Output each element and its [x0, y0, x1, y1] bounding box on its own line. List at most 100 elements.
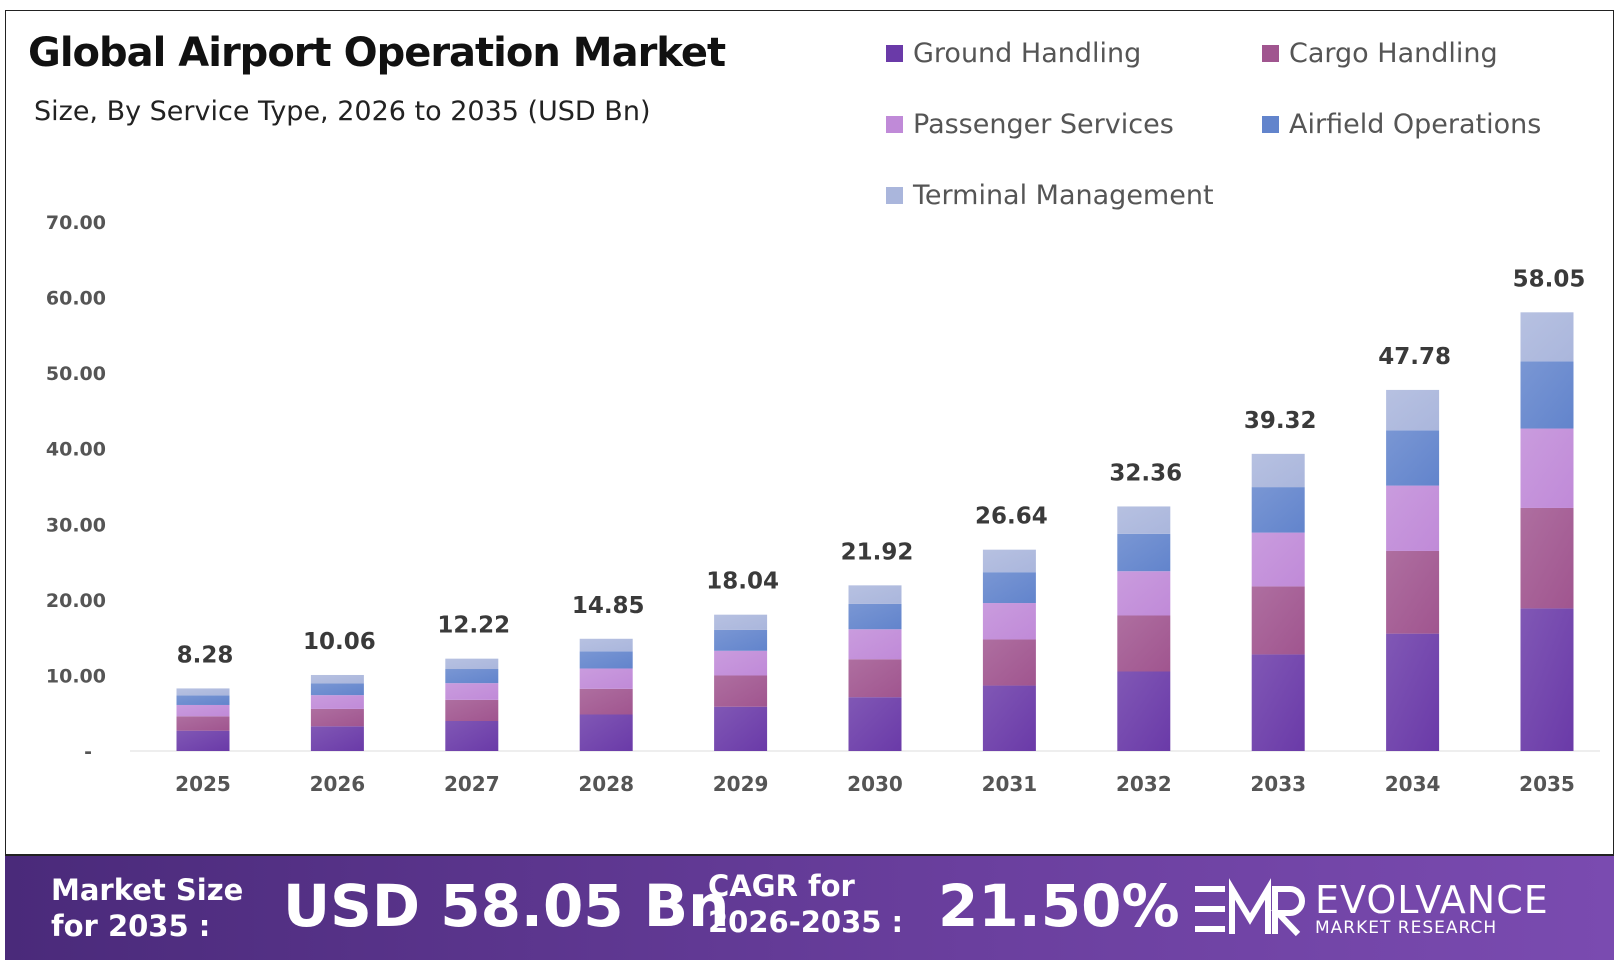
bar-segment-terminal-management [579, 638, 633, 652]
bar-segment-ground-handling [1386, 633, 1440, 751]
bar-segment-ground-handling [176, 730, 230, 751]
bar-total-label: 14.85 [572, 593, 645, 619]
bar-segment-airfield-operations [714, 629, 768, 651]
bar-segment-passenger-services [445, 683, 499, 700]
cagr-label-line1: CAGR for [708, 869, 855, 903]
y-tick-label: 60.00 [46, 288, 106, 310]
bar-segment-cargo-handling [176, 716, 230, 731]
x-tick-label: 2029 [713, 772, 769, 796]
bar-segment-airfield-operations [1386, 430, 1440, 486]
bar-total-label: 21.92 [841, 539, 914, 565]
x-tick-label: 2028 [578, 772, 634, 796]
bar-segment-terminal-management [1117, 506, 1171, 534]
bar-segment-ground-handling [445, 720, 499, 751]
legend-swatch [1262, 116, 1279, 133]
emr-logo-icon [1195, 878, 1305, 937]
summary-banner: Market Size for 2035 : USD 58.05 Bn CAGR … [5, 854, 1614, 960]
x-tick-label: 2033 [1250, 772, 1306, 796]
bar-segment-terminal-management [982, 549, 1036, 573]
bar-total-label: 10.06 [303, 629, 376, 655]
legend-item-passenger-services: Passenger Services [886, 109, 1174, 140]
bar-segment-passenger-services [579, 668, 633, 689]
bar-segment-airfield-operations [1251, 487, 1305, 533]
bar-total-label: 12.22 [437, 613, 510, 639]
bar-segment-terminal-management [1520, 312, 1574, 362]
x-tick-label: 2030 [847, 772, 903, 796]
bar-segment-airfield-operations [445, 669, 499, 684]
legend-swatch [886, 45, 903, 62]
bar-segment-airfield-operations [176, 695, 230, 705]
bar-segment-airfield-operations [310, 683, 364, 696]
bar-total-label: 39.32 [1244, 408, 1317, 434]
bar-segment-cargo-handling [1386, 550, 1440, 634]
bar-segment-cargo-handling [1251, 586, 1305, 655]
cagr-label-line2: 2026-2035 : [708, 905, 904, 939]
y-tick-label: - [84, 741, 92, 763]
bar-segment-ground-handling [982, 685, 1036, 751]
bar-segment-airfield-operations [848, 603, 902, 630]
legend-label: Airfield Operations [1289, 109, 1542, 140]
bar-segment-cargo-handling [1117, 615, 1171, 672]
bar-segment-airfield-operations [982, 572, 1036, 604]
logo-name: EVOLVANCE [1315, 878, 1549, 922]
cagr-label: CAGR for 2026-2035 : [708, 868, 903, 940]
bar-segment-cargo-handling [310, 708, 364, 727]
x-tick-label: 2032 [1116, 772, 1172, 796]
y-tick-label: 20.00 [46, 590, 106, 612]
legend-label: Terminal Management [913, 180, 1214, 211]
bar-segment-cargo-handling [714, 675, 768, 707]
bar-total-label: 32.36 [1109, 460, 1182, 486]
x-tick-label: 2035 [1519, 772, 1575, 796]
bar-segment-ground-handling [714, 706, 768, 751]
bar-segment-passenger-services [982, 603, 1036, 640]
bar-segment-terminal-management [848, 585, 902, 604]
bar-segment-terminal-management [1251, 453, 1305, 488]
legend-swatch [886, 116, 903, 133]
bar-segment-ground-handling [1251, 654, 1305, 751]
stacked-bar-chart: - 10.00 20.00 30.00 40.00 50.00 60.00 70.00 8.28… [46, 212, 1600, 796]
x-tick-label: 2027 [444, 772, 500, 796]
y-tick-label: 30.00 [46, 514, 106, 536]
y-tick-label: 70.00 [46, 212, 106, 234]
bar-segment-ground-handling [579, 714, 633, 751]
x-tick-label: 2034 [1385, 772, 1441, 796]
legend-item-airfield-operations: Airfield Operations [1262, 109, 1541, 140]
cagr-value: 21.50% [938, 872, 1180, 940]
market-size-label-line2: for 2035 : [51, 909, 211, 943]
logo-subtitle: MARKET RESEARCH [1315, 918, 1498, 938]
bar-segment-cargo-handling [848, 659, 902, 698]
bar-total-label: 47.78 [1378, 344, 1451, 370]
legend-item-ground-handling: Ground Handling [886, 38, 1141, 69]
bar-segment-terminal-management [1386, 389, 1440, 431]
legend-swatch [886, 187, 903, 204]
legend-item-cargo-handling: Cargo Handling [1262, 38, 1498, 69]
bar-segment-passenger-services [1386, 485, 1440, 551]
bar-segment-terminal-management [445, 658, 499, 670]
legend-label: Cargo Handling [1289, 38, 1498, 69]
bar-segment-passenger-services [176, 704, 230, 717]
legend-swatch [1262, 45, 1279, 62]
bar-total-label: 18.04 [706, 569, 779, 595]
bar-segment-passenger-services [1117, 571, 1171, 616]
bar-segment-passenger-services [310, 695, 364, 709]
market-size-label-line1: Market Size [51, 873, 244, 907]
bar-segment-ground-handling [848, 697, 902, 751]
bar-total-label: 26.64 [975, 504, 1048, 530]
bar-total-label: 58.05 [1513, 266, 1586, 292]
bar-segment-cargo-handling [445, 699, 499, 721]
legend-label: Passenger Services [913, 109, 1174, 140]
bar-segment-terminal-management [176, 688, 230, 696]
bar-segment-ground-handling [1520, 608, 1574, 751]
bar-segment-airfield-operations [1117, 533, 1171, 572]
market-size-value: USD 58.05 Bn [283, 872, 730, 940]
market-size-label: Market Size for 2035 : [51, 872, 243, 944]
bar-segment-passenger-services [714, 650, 768, 676]
bar-segment-cargo-handling [1520, 507, 1574, 609]
bar-total-label: 8.28 [177, 642, 234, 668]
bar-segment-ground-handling [310, 726, 364, 751]
y-tick-label: 50.00 [46, 363, 106, 385]
legend-label: Ground Handling [913, 38, 1142, 69]
bar-segment-passenger-services [848, 629, 902, 660]
bar-segment-ground-handling [1117, 671, 1171, 751]
logo-text: EVOLVANCE MARKET RESEARCH [1315, 878, 1549, 938]
